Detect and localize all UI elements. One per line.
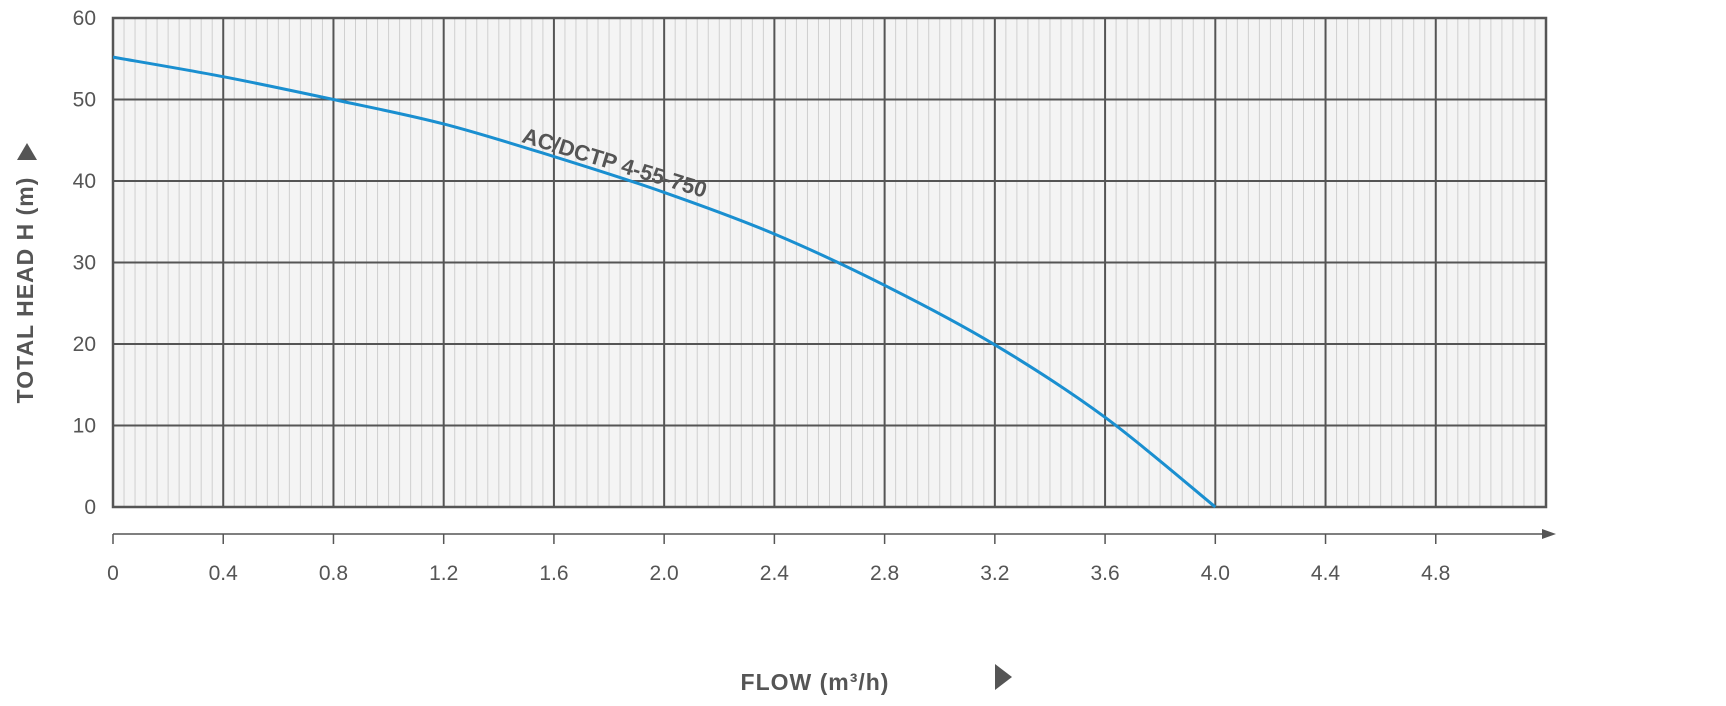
- x-tick-label: 2.4: [760, 562, 790, 585]
- y-tick-label: 50: [73, 89, 96, 112]
- x-tick-label: 1.6: [539, 562, 568, 585]
- x-axis-arrowhead: [1542, 529, 1556, 539]
- y-tick-label: 0: [84, 496, 96, 519]
- x-tick-label: 3.6: [1090, 562, 1119, 585]
- x-tick-label: 2.0: [650, 562, 679, 585]
- x-tick-label: 3.2: [980, 562, 1009, 585]
- series-line: [112, 55, 1217, 509]
- plot-frame: [111, 16, 1548, 509]
- x-tick-label: 1.2: [429, 562, 458, 585]
- up-arrow-icon: [17, 143, 37, 160]
- x-tick-label: 0: [107, 562, 119, 585]
- right-arrow-icon: [995, 664, 1012, 690]
- y-tick-label: 30: [73, 252, 96, 275]
- x-tick-label: 0.8: [319, 562, 348, 585]
- x-axis-title: FLOW (m³/h): [741, 669, 890, 695]
- y-tick-label: 20: [73, 333, 96, 356]
- y-tick-label: 60: [73, 7, 96, 30]
- y-tick-label: 40: [73, 170, 96, 193]
- x-tick-label: 4.0: [1201, 562, 1230, 585]
- y-axis-title: TOTAL HEAD H (m): [12, 177, 38, 404]
- x-tick-label: 2.8: [870, 562, 899, 585]
- x-tick-label: 4.8: [1421, 562, 1450, 585]
- y-tick-label: 10: [73, 415, 96, 438]
- x-tick-label: 4.4: [1311, 562, 1341, 585]
- x-tick-label: 0.4: [209, 562, 239, 585]
